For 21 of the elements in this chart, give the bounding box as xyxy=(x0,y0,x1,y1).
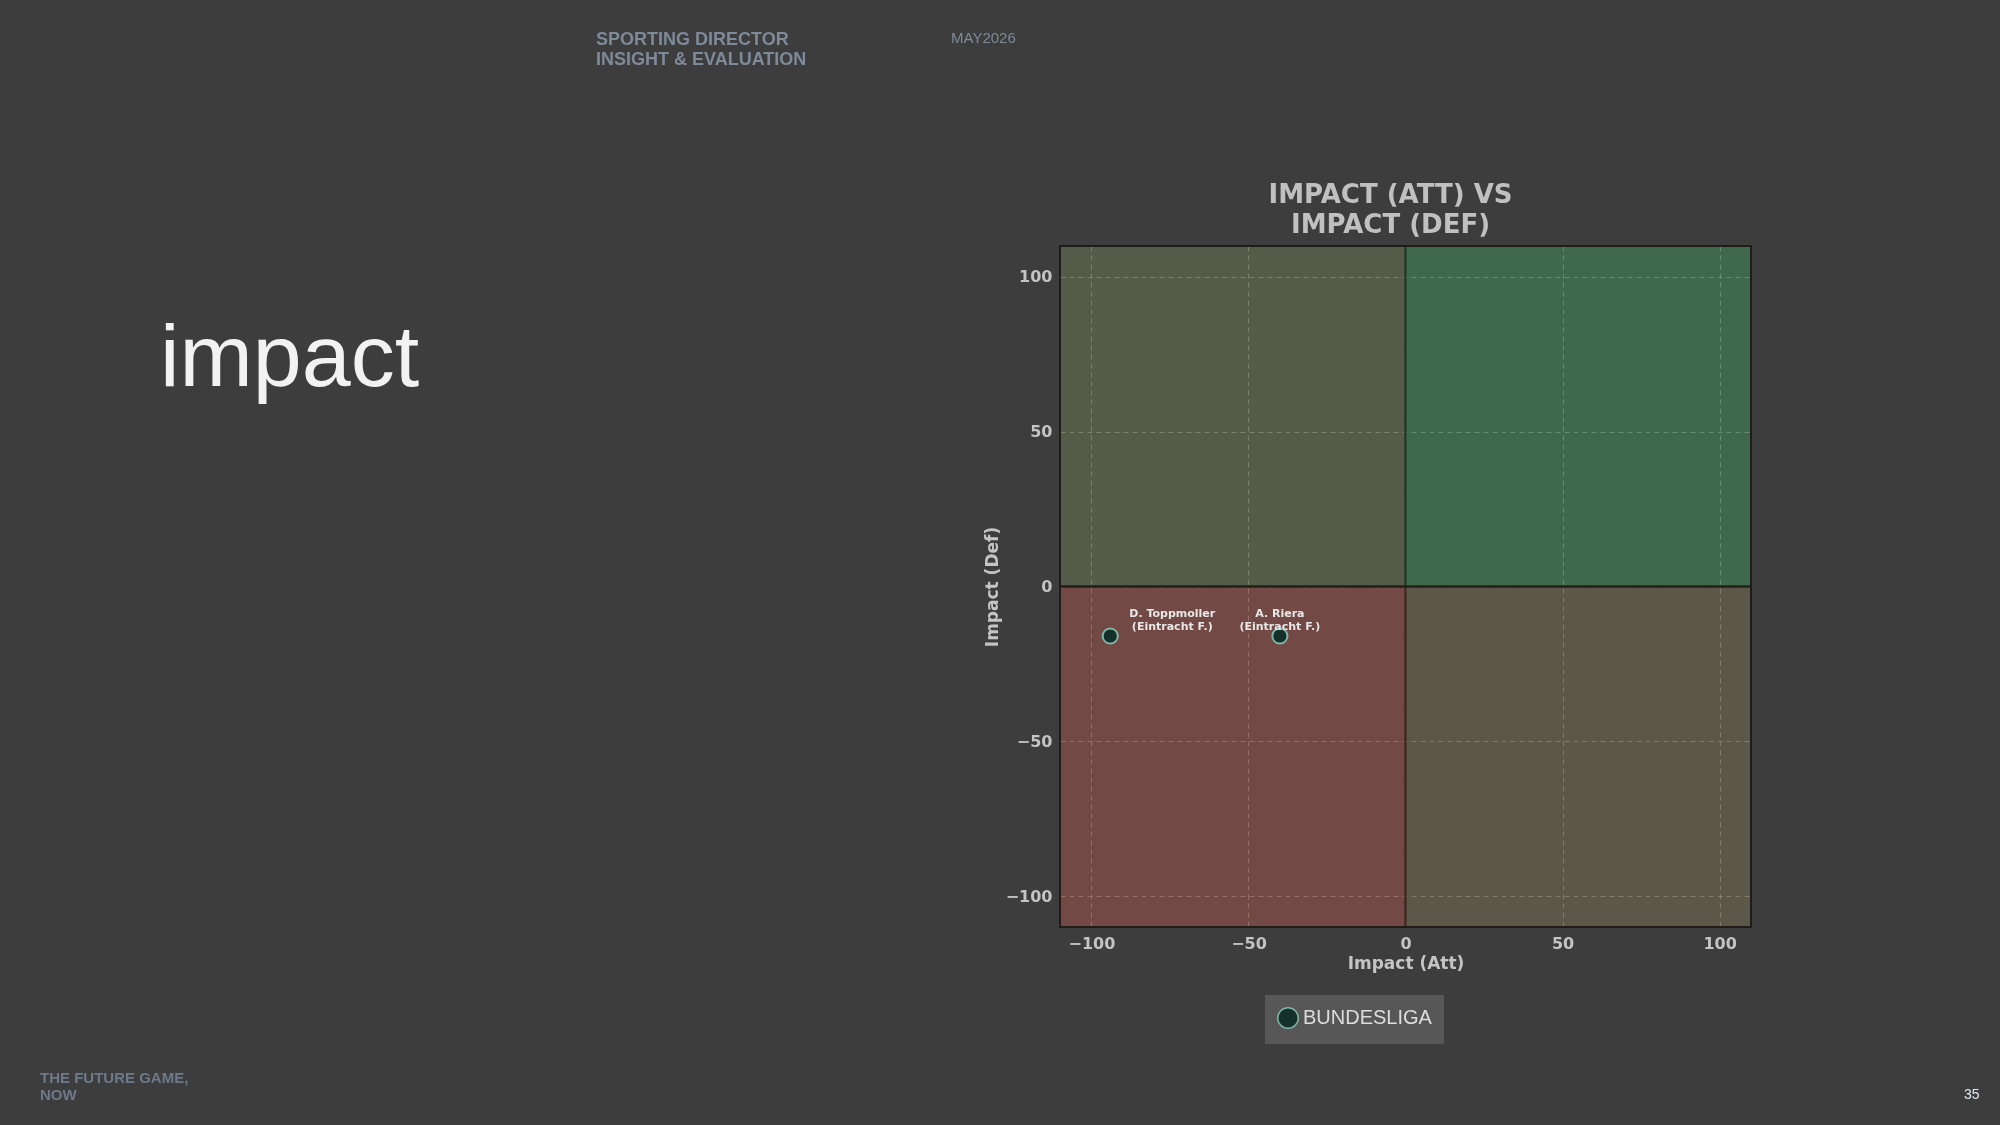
x-axis-title: Impact (Att) xyxy=(1347,952,1465,973)
text: SPORTING DIRECTOR INSIGHT & EVALUATION xyxy=(596,29,807,69)
y-tick-label: 50 xyxy=(1030,422,1053,442)
y-tick-label: 0 xyxy=(1041,577,1053,596)
x-tick-label: 50 xyxy=(1551,933,1575,953)
chart-title: IMPACT (ATT) VS IMPACT (DEF) xyxy=(1268,179,1513,239)
text: MAY2026 xyxy=(951,29,1016,46)
legend-label: BUNDESLIGA xyxy=(1303,1006,1433,1028)
annotation: D. Toppmoller (Eintracht F.) xyxy=(1129,607,1216,634)
x-tick-label: −100 xyxy=(1068,933,1116,953)
text: 35 xyxy=(1964,1086,1980,1102)
text: impact xyxy=(160,306,420,405)
x-tick-label: 100 xyxy=(1703,933,1737,953)
y-axis-title: Impact (Def) xyxy=(981,526,1002,648)
x-tick-label: −50 xyxy=(1231,933,1267,953)
x-tick-label: 0 xyxy=(1400,933,1412,953)
annotation: A. Riera (Eintracht F.) xyxy=(1239,607,1321,634)
y-tick-label: −50 xyxy=(1016,731,1053,751)
y-tick-label: 100 xyxy=(1019,267,1053,287)
text: THE FUTURE GAME, NOW xyxy=(40,1069,189,1103)
y-tick-label: −100 xyxy=(1005,886,1053,906)
